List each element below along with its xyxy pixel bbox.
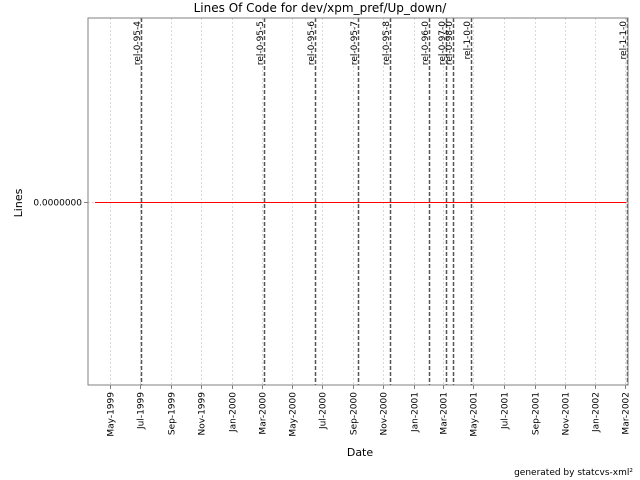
tag-label: rel-1-0-0 — [463, 21, 473, 60]
generator-credit: generated by statcvs-xml² — [514, 468, 633, 478]
x-tick-label: Mar-2001 — [440, 392, 450, 435]
tag-markers: rel-0-95-4 rel-0-95-5 rel-0-95-6 rel-0-95-7… — [133, 18, 629, 385]
x-tick-label: May-2001 — [470, 392, 480, 437]
x-tick-label: Sep-1999 — [168, 392, 178, 435]
x-tick-label: Jul-2001 — [501, 392, 511, 430]
x-tick-label: May-2000 — [289, 392, 299, 437]
x-tick-label: Sep-2000 — [350, 392, 360, 435]
tag-label: rel-0-95-8 — [382, 21, 392, 65]
tag-label: rel-0-98-0 — [445, 21, 455, 65]
chart-title: Lines Of Code for dev/xpm_pref/Up_down/ — [194, 1, 448, 15]
y-axis-title: Lines — [12, 188, 25, 217]
x-axis-title: Date — [347, 446, 374, 459]
x-tick-label: Sep-2001 — [532, 392, 542, 435]
y-axis-ticks: 0.0000000 — [33, 199, 88, 209]
plot-area — [87, 17, 629, 386]
tag-label: rel-0-96-0 — [421, 21, 431, 65]
tag-label: rel-0-97-0 — [438, 21, 448, 65]
x-tick-label: Jul-2000 — [319, 392, 329, 430]
x-axis-ticks: May-1999 Jul-1999 Sep-1999 Nov-1999 Jan-2000… — [107, 385, 632, 437]
tag-label: rel-0-95-4 — [133, 21, 143, 65]
x-tick-label: May-1999 — [107, 392, 117, 437]
x-tick-label: Nov-1999 — [198, 392, 208, 436]
tag-label: rel-0-95-5 — [256, 21, 266, 65]
x-tick-label: Jan-2001 — [411, 392, 421, 433]
x-tick-label: Jan-2002 — [592, 392, 602, 433]
tag-label: rel-1-1-0 — [619, 21, 629, 60]
x-tick-label: Mar-2002 — [622, 392, 632, 435]
tag-label: rel-0-95-7 — [350, 21, 360, 65]
x-tick-label: Mar-2000 — [259, 392, 269, 435]
y-tick-label: 0.0000000 — [33, 199, 82, 209]
x-tick-label: Jul-1999 — [137, 392, 147, 430]
x-tick-label: Nov-2000 — [380, 392, 390, 436]
x-tick-label: Nov-2001 — [562, 392, 572, 435]
x-tick-label: Jan-2000 — [229, 392, 239, 433]
tag-label: rel-0-95-6 — [307, 21, 317, 65]
